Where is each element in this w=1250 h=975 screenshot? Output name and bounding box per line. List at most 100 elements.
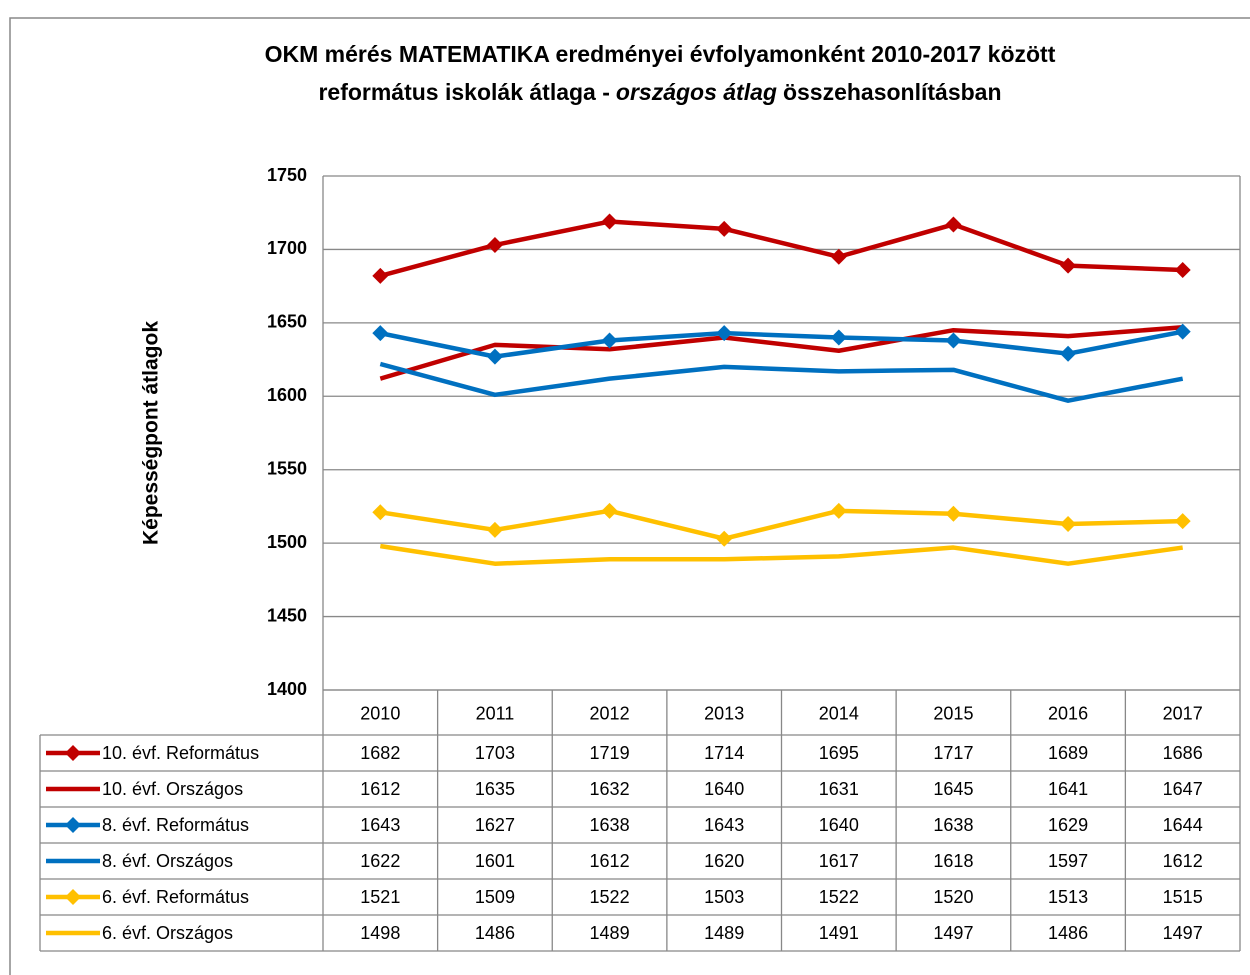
marker bbox=[830, 329, 847, 346]
marker bbox=[65, 889, 81, 905]
series-line bbox=[379, 219, 1183, 279]
table-value: 1522 bbox=[819, 887, 859, 907]
table-value: 1617 bbox=[819, 851, 859, 871]
table-value: 1620 bbox=[704, 851, 744, 871]
table-value: 1509 bbox=[475, 887, 515, 907]
marker bbox=[1060, 257, 1077, 274]
table-value: 1645 bbox=[933, 779, 973, 799]
y-tick-label: 1750 bbox=[267, 165, 307, 185]
table-value: 1497 bbox=[933, 923, 973, 943]
table-value: 1491 bbox=[819, 923, 859, 943]
table-value: 1513 bbox=[1048, 887, 1088, 907]
legend-label: 6. évf. Országos bbox=[102, 923, 233, 943]
table-value: 1486 bbox=[475, 923, 515, 943]
series-line bbox=[379, 329, 1184, 359]
table-value: 1612 bbox=[1163, 851, 1203, 871]
marker bbox=[716, 220, 733, 237]
marker bbox=[486, 521, 503, 538]
marker bbox=[601, 332, 618, 349]
table-value: 1717 bbox=[933, 743, 973, 763]
marker bbox=[945, 332, 962, 349]
y-axis-label: Képességpont átlagok bbox=[140, 321, 163, 545]
title-part: OKM mérés MATEMATIKA eredményei évfolyam… bbox=[265, 41, 1056, 67]
marker bbox=[945, 505, 962, 522]
table-value: 1695 bbox=[819, 743, 859, 763]
table-value: 1644 bbox=[1163, 815, 1203, 835]
table-value: 1497 bbox=[1163, 923, 1203, 943]
chart-frame bbox=[9, 17, 1250, 975]
table-value: 1627 bbox=[475, 815, 515, 835]
y-tick-label: 1450 bbox=[267, 605, 307, 625]
marker bbox=[601, 502, 618, 519]
marker bbox=[1174, 261, 1191, 278]
marker bbox=[716, 325, 733, 342]
x-tick-label: 2013 bbox=[704, 703, 744, 723]
table-value: 1638 bbox=[933, 815, 973, 835]
marker bbox=[372, 504, 389, 521]
marker bbox=[830, 248, 847, 265]
chart-title: református iskolák átlaga - országos átla… bbox=[318, 79, 1001, 105]
table-value: 1601 bbox=[475, 851, 515, 871]
y-tick-label: 1400 bbox=[267, 679, 307, 699]
marker bbox=[486, 237, 503, 254]
table-value: 1489 bbox=[704, 923, 744, 943]
table-value: 1638 bbox=[590, 815, 630, 835]
table-value: 1643 bbox=[704, 815, 744, 835]
title-part: református iskolák átlaga - bbox=[318, 79, 609, 105]
table-value: 1635 bbox=[475, 779, 515, 799]
table-value: 1640 bbox=[819, 815, 859, 835]
table-value: 1489 bbox=[590, 923, 630, 943]
table-value: 1703 bbox=[475, 743, 515, 763]
marker bbox=[1174, 323, 1191, 340]
x-tick-label: 2014 bbox=[819, 703, 859, 723]
table-value: 1520 bbox=[933, 887, 973, 907]
legend-label: 10. évf. Országos bbox=[102, 779, 243, 799]
marker bbox=[945, 216, 962, 233]
table-value: 1689 bbox=[1048, 743, 1088, 763]
x-tick-label: 2015 bbox=[933, 703, 973, 723]
marker bbox=[372, 267, 389, 284]
table-value: 1498 bbox=[360, 923, 400, 943]
marker bbox=[1060, 516, 1077, 533]
table-value: 1522 bbox=[590, 887, 630, 907]
title-part: országos átlag bbox=[616, 79, 777, 105]
table-value: 1647 bbox=[1163, 779, 1203, 799]
series-line bbox=[379, 325, 1183, 381]
y-tick-label: 1500 bbox=[267, 532, 307, 552]
table-value: 1682 bbox=[360, 743, 400, 763]
marker bbox=[372, 325, 389, 342]
legend-label: 8. évf. Országos bbox=[102, 851, 233, 871]
table-value: 1643 bbox=[360, 815, 400, 835]
chart-title: OKM mérés MATEMATIKA eredményei évfolyam… bbox=[265, 41, 1056, 67]
legend-label: 6. évf. Református bbox=[102, 887, 249, 907]
table-value: 1612 bbox=[590, 851, 630, 871]
table-value: 1641 bbox=[1048, 779, 1088, 799]
table-value: 1515 bbox=[1163, 887, 1203, 907]
title-part: összehasonlításban bbox=[783, 79, 1002, 105]
table-value: 1686 bbox=[1163, 743, 1203, 763]
marker bbox=[1174, 513, 1191, 530]
x-tick-label: 2010 bbox=[360, 703, 400, 723]
y-tick-label: 1600 bbox=[267, 385, 307, 405]
table-value: 1618 bbox=[933, 851, 973, 871]
y-tick-label: 1650 bbox=[267, 312, 307, 332]
marker bbox=[716, 530, 733, 547]
series-line bbox=[379, 543, 1184, 566]
legend-label: 8. évf. Református bbox=[102, 815, 249, 835]
series-line bbox=[379, 508, 1183, 541]
table-value: 1640 bbox=[704, 779, 744, 799]
table-value: 1632 bbox=[590, 779, 630, 799]
table-value: 1631 bbox=[819, 779, 859, 799]
x-tick-label: 2017 bbox=[1163, 703, 1203, 723]
table-value: 1714 bbox=[704, 743, 744, 763]
legend-label: 10. évf. Református bbox=[102, 743, 259, 763]
table-value: 1719 bbox=[590, 743, 630, 763]
table-value: 1629 bbox=[1048, 815, 1088, 835]
marker bbox=[830, 502, 847, 519]
series-line bbox=[379, 361, 1184, 403]
table-value: 1521 bbox=[360, 887, 400, 907]
x-tick-label: 2012 bbox=[590, 703, 630, 723]
table-value: 1622 bbox=[360, 851, 400, 871]
marker bbox=[65, 745, 81, 761]
